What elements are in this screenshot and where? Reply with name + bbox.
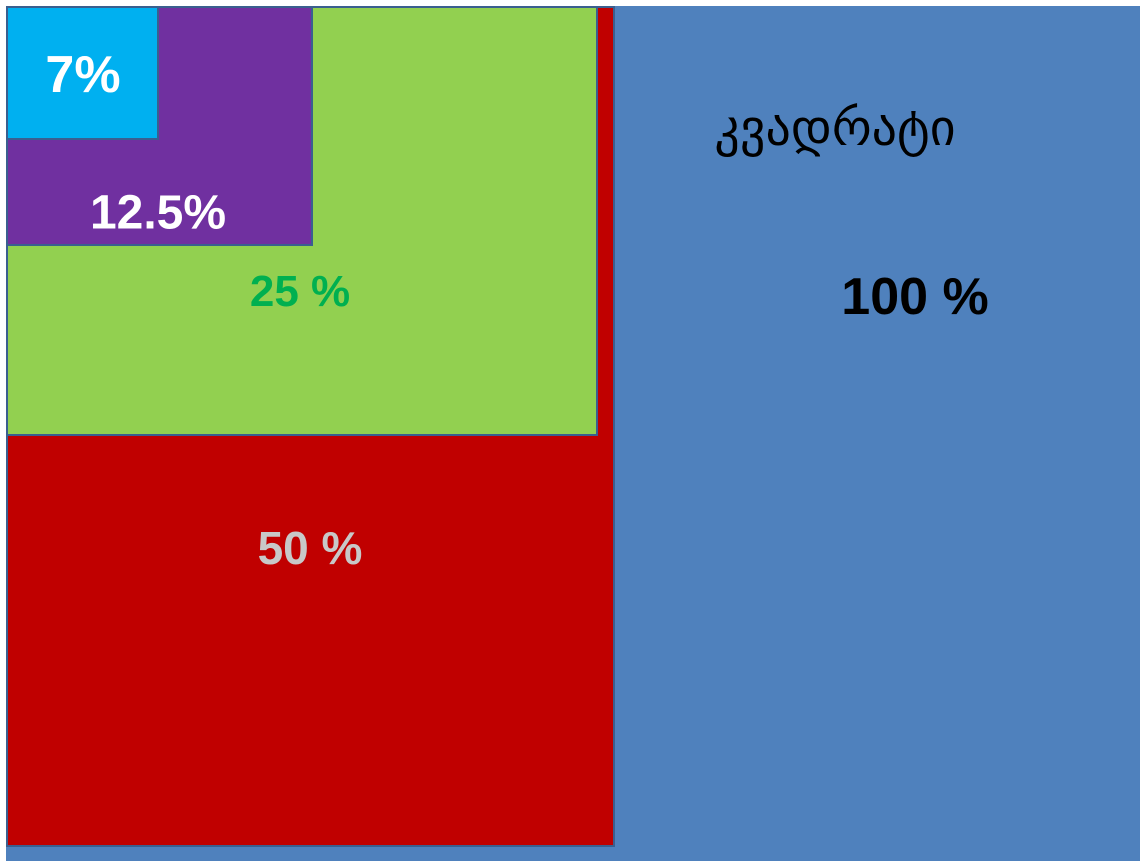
title: კვადრატი [714,99,956,157]
label-7: 7% [45,46,121,104]
label-12-5: 12.5% [89,186,227,240]
square-7 [6,6,159,140]
label-50: 50 % [257,522,363,574]
label-25: 25 % [249,267,351,316]
label-100: 100 % [841,268,989,326]
